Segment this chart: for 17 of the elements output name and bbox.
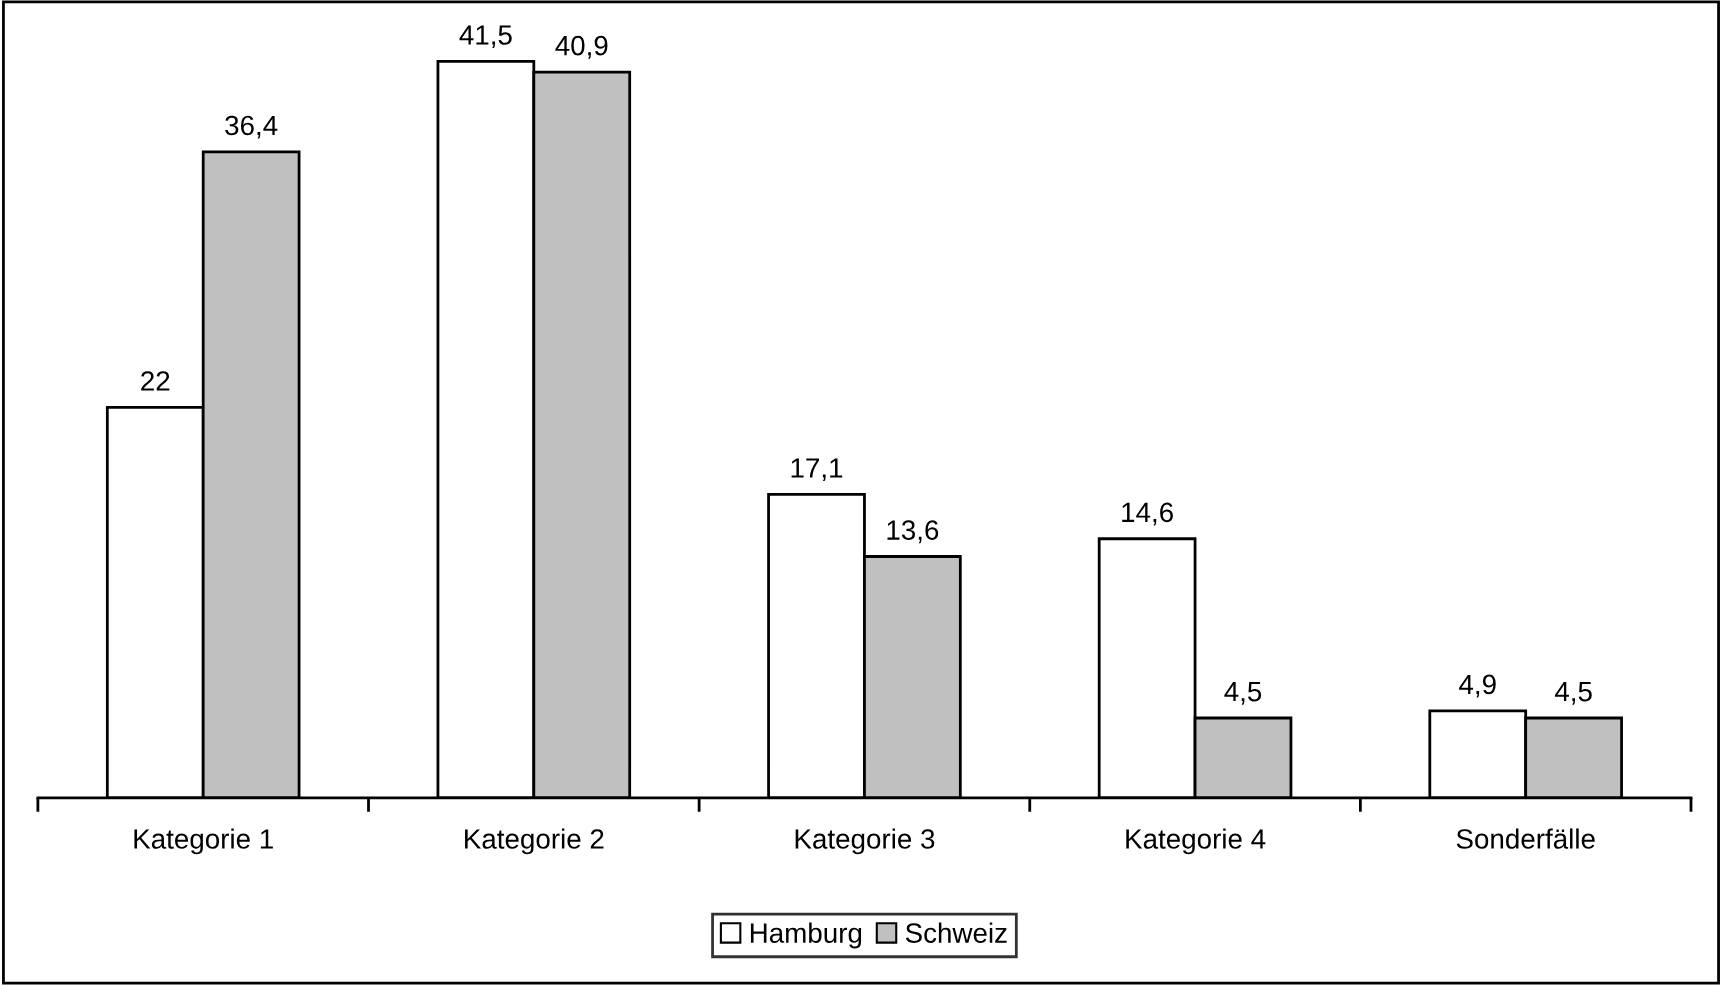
data-label: 4,9 — [1459, 674, 1496, 698]
data-label: 13,6 — [887, 520, 939, 544]
legend-label: Hamburg — [750, 922, 862, 949]
x-tick-label: Sonderfälle — [1456, 828, 1595, 849]
data-label: 17,1 — [791, 458, 843, 482]
data-label: 4,5 — [1224, 682, 1262, 705]
data-label: 40,9 — [555, 35, 608, 59]
data-label: 14,6 — [1122, 502, 1173, 526]
data-label: 4,5 — [1554, 682, 1592, 705]
x-tick-label: Kategorie 3 — [795, 828, 935, 855]
legend-label: Schweiz — [905, 922, 1007, 943]
data-label: 22 — [141, 371, 170, 391]
data-label: 36,4 — [225, 115, 278, 139]
x-tick-label: Kategorie 4 — [1126, 828, 1266, 855]
data-label: 41,5 — [459, 25, 512, 49]
x-tick-label: Kategorie 1 — [134, 828, 273, 855]
x-tick-label: Kategorie 2 — [465, 828, 604, 855]
